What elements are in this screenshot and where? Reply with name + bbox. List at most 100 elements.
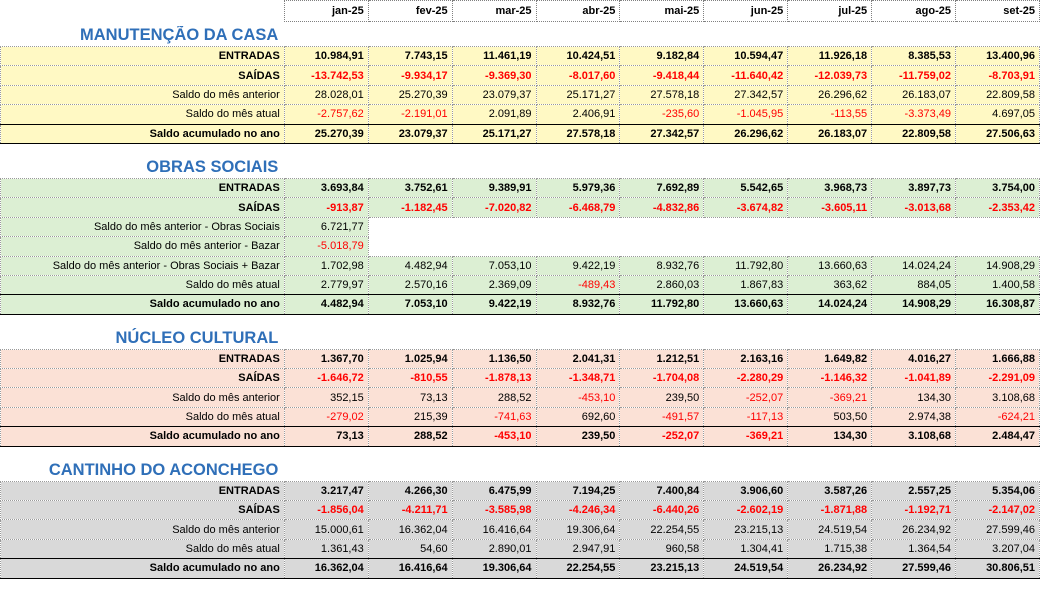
value-cell[interactable]: 1.364,54 — [871, 538, 957, 560]
value-cell[interactable]: -2.147,02 — [955, 500, 1040, 521]
value-cell[interactable]: 9.389,91 — [451, 177, 537, 199]
value-cell[interactable]: 352,15 — [283, 387, 369, 408]
value-cell[interactable]: 11.461,19 — [451, 45, 537, 67]
value-cell[interactable]: 28.028,01 — [283, 84, 369, 106]
value-cell[interactable]: -1.146,32 — [787, 368, 873, 389]
value-cell[interactable]: 27.578,18 — [535, 123, 621, 144]
value-cell[interactable]: 26.296,62 — [703, 123, 789, 144]
value-cell[interactable]: 26.183,07 — [787, 123, 873, 144]
value-cell[interactable]: -369,21 — [787, 387, 873, 408]
value-cell[interactable]: 14.024,24 — [787, 294, 873, 315]
value-cell[interactable] — [619, 236, 704, 257]
value-cell[interactable]: 1.400,58 — [955, 274, 1040, 296]
value-cell[interactable]: -6.468,79 — [535, 197, 621, 218]
value-cell[interactable]: -5.018,79 — [283, 236, 369, 257]
value-cell[interactable]: 4.482,94 — [283, 294, 369, 315]
value-cell[interactable]: 26.234,92 — [787, 558, 873, 579]
value-cell[interactable]: -9.369,30 — [451, 65, 537, 86]
value-cell[interactable]: 3.693,84 — [283, 177, 369, 199]
value-cell[interactable]: 8.932,76 — [535, 294, 621, 315]
value-cell[interactable]: 14.024,24 — [871, 255, 957, 276]
value-cell[interactable]: -8.017,60 — [535, 65, 621, 86]
value-cell[interactable]: 2.890,01 — [451, 538, 537, 560]
value-cell[interactable]: 2.369,09 — [451, 274, 537, 296]
value-cell[interactable]: 54,60 — [367, 538, 453, 560]
value-cell[interactable]: 2.860,03 — [619, 274, 705, 296]
row-label[interactable]: Saldo do mês anterior — [0, 84, 285, 106]
value-cell[interactable]: 14.908,29 — [871, 294, 957, 315]
row-label[interactable]: Saldo do mês anterior - Obras Sociais + … — [0, 255, 285, 276]
value-cell[interactable]: 30.806,51 — [955, 558, 1040, 579]
value-cell[interactable]: 22.809,58 — [871, 123, 957, 144]
value-cell[interactable]: -7.020,82 — [451, 197, 537, 218]
value-cell[interactable]: 4.697,05 — [955, 104, 1040, 125]
row-label[interactable]: SAÍDAS — [0, 65, 285, 86]
value-cell[interactable]: 5.542,65 — [703, 177, 789, 199]
value-cell[interactable]: 27.506,63 — [955, 123, 1040, 144]
value-cell[interactable]: 239,50 — [619, 387, 705, 408]
value-cell[interactable]: -913,87 — [283, 197, 369, 218]
value-cell[interactable]: 1.715,38 — [787, 538, 873, 560]
value-cell[interactable] — [871, 236, 956, 257]
value-cell[interactable]: -1.878,13 — [451, 368, 537, 389]
value-cell[interactable] — [536, 217, 620, 237]
month-header[interactable]: abr-25 — [535, 0, 621, 22]
value-cell[interactable] — [955, 236, 1040, 257]
value-cell[interactable]: 1.649,82 — [787, 348, 873, 370]
value-cell[interactable]: 19.306,64 — [451, 558, 537, 579]
value-cell[interactable]: 3.754,00 — [955, 177, 1040, 199]
value-cell[interactable]: -9.418,44 — [619, 65, 705, 86]
value-cell[interactable]: 11.792,80 — [703, 255, 789, 276]
value-cell[interactable]: 25.171,27 — [451, 123, 537, 144]
row-label[interactable]: Saldo do mês anterior — [0, 519, 285, 540]
value-cell[interactable]: 3.108,68 — [871, 426, 957, 447]
row-label[interactable]: Saldo acumulado no ano — [0, 123, 285, 144]
value-cell[interactable]: 2.041,31 — [535, 348, 621, 370]
value-cell[interactable]: -3.373,49 — [871, 104, 957, 125]
value-cell[interactable]: 10.594,47 — [703, 45, 789, 67]
value-cell[interactable]: 24.519,54 — [787, 519, 873, 540]
value-cell[interactable]: 2.779,97 — [283, 274, 369, 296]
value-cell[interactable]: 2.570,16 — [367, 274, 453, 296]
value-cell[interactable]: 3.587,26 — [787, 480, 873, 502]
row-label[interactable]: Saldo do mês anterior - Bazar — [0, 236, 285, 257]
value-cell[interactable]: -2.291,09 — [955, 368, 1040, 389]
value-cell[interactable]: 8.385,53 — [871, 45, 957, 67]
value-cell[interactable]: 25.270,39 — [283, 123, 369, 144]
value-cell[interactable]: 7.194,25 — [535, 480, 621, 502]
value-cell[interactable]: -3.585,98 — [451, 500, 537, 521]
value-cell[interactable]: 2.557,25 — [871, 480, 957, 502]
value-cell[interactable]: 7.743,15 — [367, 45, 453, 67]
value-cell[interactable]: 16.416,64 — [367, 558, 453, 579]
value-cell[interactable]: -113,55 — [787, 104, 873, 125]
value-cell[interactable]: 16.362,04 — [283, 558, 369, 579]
value-cell[interactable] — [787, 217, 872, 237]
value-cell[interactable]: 3.207,04 — [955, 538, 1040, 560]
value-cell[interactable]: 3.906,60 — [703, 480, 789, 502]
value-cell[interactable]: 239,50 — [535, 426, 621, 447]
value-cell[interactable]: 25.171,27 — [535, 84, 621, 106]
value-cell[interactable]: 23.079,37 — [367, 123, 453, 144]
value-cell[interactable]: -279,02 — [283, 406, 369, 428]
value-cell[interactable]: 2.484,47 — [955, 426, 1040, 447]
value-cell[interactable]: 288,52 — [367, 426, 453, 447]
row-label[interactable]: Saldo do mês atual — [0, 274, 285, 296]
row-label[interactable]: SAÍDAS — [0, 500, 285, 521]
value-cell[interactable]: 8.932,76 — [619, 255, 705, 276]
row-label[interactable]: Saldo acumulado no ano — [0, 558, 285, 579]
row-label[interactable]: ENTRADAS — [0, 348, 285, 370]
value-cell[interactable]: 3.968,73 — [787, 177, 873, 199]
value-cell[interactable]: 4.266,30 — [367, 480, 453, 502]
month-header[interactable]: ago-25 — [871, 0, 957, 22]
value-cell[interactable]: 11.926,18 — [787, 45, 873, 67]
value-cell[interactable]: 22.254,55 — [535, 558, 621, 579]
value-cell[interactable]: -1.192,71 — [871, 500, 957, 521]
value-cell[interactable]: -453,10 — [451, 426, 537, 447]
row-label[interactable]: ENTRADAS — [0, 480, 285, 502]
value-cell[interactable] — [452, 236, 537, 257]
value-cell[interactable]: 7.400,84 — [619, 480, 705, 502]
value-cell[interactable]: -1.041,89 — [871, 368, 957, 389]
value-cell[interactable]: 134,30 — [871, 387, 957, 408]
value-cell[interactable]: -1.646,72 — [283, 368, 369, 389]
value-cell[interactable]: -1.856,04 — [283, 500, 369, 521]
